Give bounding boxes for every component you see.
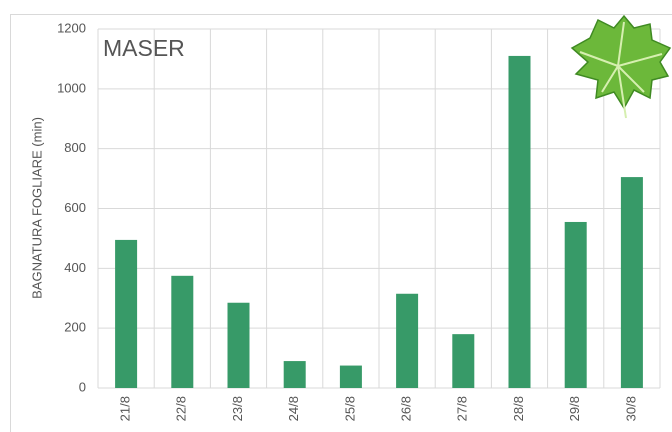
y-axis-label: BAGNATURA FOGLIARE (min): [29, 117, 44, 299]
chart-frame: [10, 14, 672, 432]
y-tick-label: 600: [64, 200, 86, 215]
x-tick-label: 26/8: [399, 396, 414, 421]
bar: [171, 275, 194, 388]
bar: [452, 334, 475, 388]
y-tick-label: 400: [64, 260, 86, 275]
bar: [564, 221, 587, 388]
chart-title: MASER: [103, 35, 185, 61]
x-tick-label: 27/8: [455, 396, 470, 421]
bar: [620, 177, 643, 388]
bar: [283, 361, 306, 388]
y-tick-label: 1000: [57, 80, 86, 95]
bar: [508, 55, 531, 389]
y-tick-label: 0: [79, 379, 86, 394]
bar: [115, 239, 138, 388]
x-tick-label: 23/8: [230, 396, 245, 421]
bar: [339, 365, 362, 388]
y-tick-label: 200: [64, 320, 86, 335]
y-tick-label: 800: [64, 140, 86, 155]
x-tick-label: 21/8: [118, 396, 133, 421]
y-tick-label: 1200: [57, 20, 86, 35]
bar: [396, 293, 419, 388]
leaf-icon: [570, 14, 672, 119]
bar: [227, 302, 250, 388]
x-tick-label: 28/8: [511, 396, 526, 421]
x-tick-label: 29/8: [567, 396, 582, 421]
x-tick-label: 30/8: [623, 396, 638, 421]
x-tick-label: 25/8: [342, 396, 357, 421]
x-tick-label: 24/8: [286, 396, 301, 421]
x-tick-label: 22/8: [174, 396, 189, 421]
